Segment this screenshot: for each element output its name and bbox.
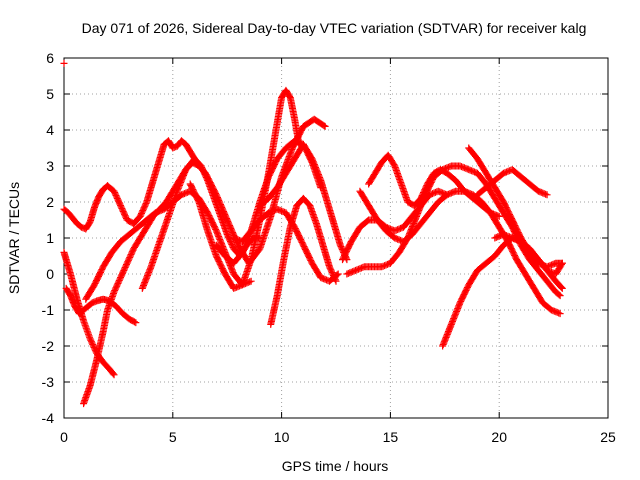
y-tick-label: 3	[46, 158, 54, 174]
data-point	[110, 371, 118, 379]
data-point	[495, 212, 503, 220]
data-point	[558, 284, 566, 292]
data-point	[332, 277, 340, 285]
series-arc-21	[491, 230, 566, 292]
data-point	[321, 122, 329, 130]
x-tick-label: 25	[600, 429, 616, 445]
series-arc-1	[60, 182, 112, 233]
data-point	[556, 310, 564, 318]
series-arc-17	[365, 151, 503, 220]
series-arc-22	[60, 59, 68, 67]
data-point	[331, 276, 339, 284]
x-tick-label: 10	[274, 429, 290, 445]
y-tick-label: -3	[42, 374, 55, 390]
data-point	[557, 283, 565, 291]
series-arc-13	[256, 140, 325, 210]
y-tick-label: 4	[46, 122, 54, 138]
data-series	[60, 59, 566, 408]
x-tick-label: 5	[169, 429, 177, 445]
data-point	[320, 122, 328, 130]
data-point	[556, 292, 564, 300]
x-tick-label: 20	[491, 429, 507, 445]
data-point	[60, 59, 68, 67]
y-tick-label: -4	[42, 410, 55, 426]
y-tick-label: 6	[46, 50, 54, 66]
x-tick-label: 0	[60, 429, 68, 445]
data-point	[555, 291, 563, 299]
data-point	[558, 259, 566, 267]
x-axis: 0 5 10 15 20 25	[60, 58, 616, 445]
series-arc-14	[339, 187, 451, 264]
data-point	[132, 319, 140, 327]
y-axis-label: SDTVAR / TECUs	[6, 182, 22, 294]
y-tick-label: 2	[46, 194, 54, 210]
data-point	[317, 184, 325, 192]
x-tick-label: 15	[383, 429, 399, 445]
x-axis-label: GPS time / hours	[282, 458, 389, 474]
y-tick-label: -1	[42, 302, 55, 318]
y-tick-label: 5	[46, 86, 54, 102]
chart-title: Day 071 of 2026, Sidereal Day-to-day VTE…	[82, 20, 587, 36]
y-tick-label: 0	[46, 266, 54, 282]
series-arc-2	[104, 137, 199, 228]
data-point	[543, 191, 551, 199]
series-arc-20	[473, 166, 551, 199]
data-point	[131, 318, 139, 326]
series-arc-18	[439, 234, 566, 350]
series-arc-4	[62, 284, 140, 327]
series-arc-6	[82, 187, 255, 303]
y-axis: -4 -3 -2 -1 0 1 2 3 4 5 6	[42, 50, 608, 426]
data-point	[247, 277, 255, 285]
data-point	[109, 370, 117, 378]
series-arc-12	[267, 194, 340, 328]
y-tick-label: 1	[46, 230, 54, 246]
y-tick-label: -2	[42, 338, 55, 354]
